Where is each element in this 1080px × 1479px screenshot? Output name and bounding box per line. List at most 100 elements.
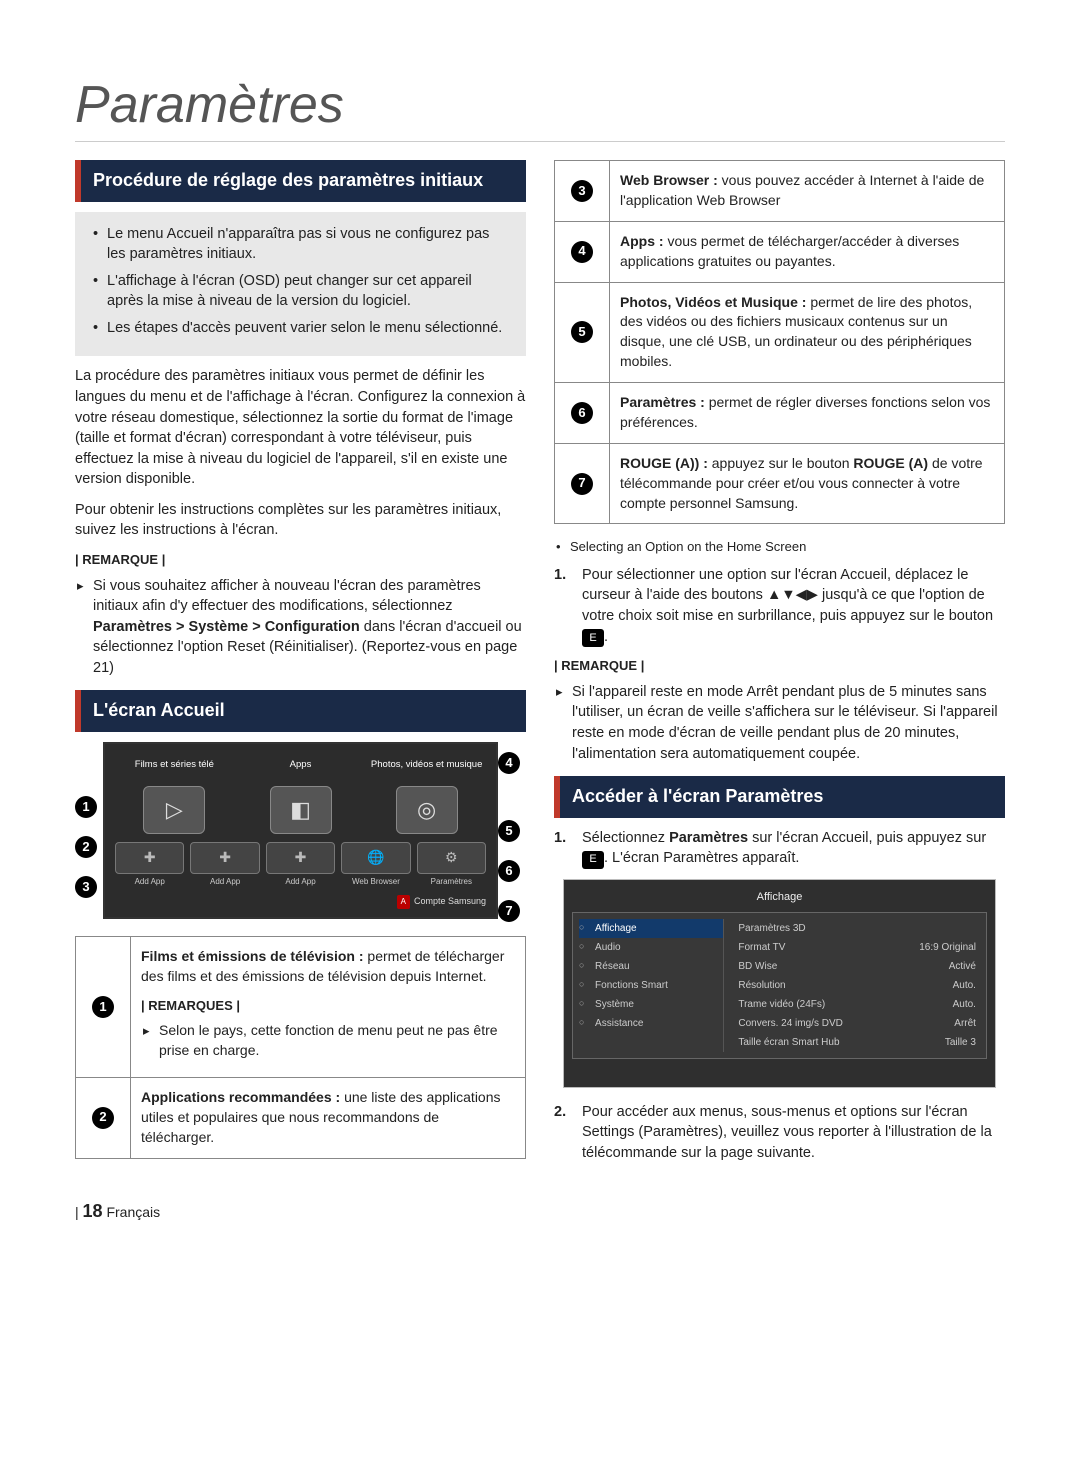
home-bot-cell: ⚙ Paramètres <box>417 842 486 887</box>
samsung-account-hint: A Compte Samsung <box>115 895 486 908</box>
callout-badge-7: 7 <box>571 473 593 495</box>
body-paragraph: Pour obtenir les instructions complètes … <box>75 500 526 541</box>
selecting-list: Selecting an Option on the Home Screen <box>554 538 1005 556</box>
step-item: 1. Pour sélectionner une option sur l'éc… <box>554 565 1005 648</box>
samsung-account-label: Compte Samsung <box>414 896 486 906</box>
right-badges: 4 5 6 7 <box>498 742 526 922</box>
left-column: Procédure de réglage des paramètres init… <box>75 160 526 1173</box>
remark-list: Si l'appareil reste en mode Arrêt pendan… <box>554 682 1005 764</box>
table-row: 3 Web Browser : vous pouvez accéder à In… <box>555 161 1005 222</box>
callout-cell: ROUGE (A)) : appuyez sur le bouton ROUGE… <box>610 443 1005 524</box>
settings-menu-item: Affichage <box>579 919 723 938</box>
opt-label: Convers. 24 img/s DVD <box>738 1016 842 1031</box>
page-number: 18 <box>83 1201 103 1221</box>
footer-lang: Français <box>106 1204 160 1220</box>
step-text: sur l'écran Accueil, puis appuyez sur <box>748 830 986 846</box>
apps-icon: ◧ <box>270 786 332 834</box>
numbered-steps: 1. Pour sélectionner une option sur l'éc… <box>554 565 1005 648</box>
page-footer: | 18 Français <box>75 1201 1005 1222</box>
remark-item: Selon le pays, cette fonction de menu pe… <box>141 1021 515 1061</box>
callout-badge-1: 1 <box>75 796 97 818</box>
settings-title: Affichage <box>572 890 987 906</box>
callout-bold: Paramètres : <box>620 394 709 410</box>
step-item: 2. Pour accéder aux menus, sous-menus et… <box>554 1102 1005 1164</box>
opt-label: Paramètres 3D <box>738 921 805 936</box>
settings-option-row: Format TV 16:9 Original <box>734 938 980 957</box>
settings-option-row: Convers. 24 img/s DVD Arrêt <box>734 1014 980 1033</box>
greybox-item: L'affichage à l'écran (OSD) peut changer… <box>91 271 510 312</box>
callout-bold: Web Browser : <box>620 172 722 188</box>
play-icon: ▷ <box>143 786 205 834</box>
step-text: Pour accéder aux menus, sous-menus et op… <box>582 1102 1005 1164</box>
settings-menu-item: Fonctions Smart <box>579 976 723 995</box>
add-app-icon: ✚ <box>266 842 335 874</box>
callout-num: 4 <box>555 221 610 282</box>
home-screen-diagram: 1 2 3 Films et séries télé ▷ Apps ◧ <box>75 742 526 922</box>
home-bot-cell: 🌐 Web Browser <box>341 842 410 887</box>
home-bot-label: Paramètres <box>417 876 486 887</box>
opt-label: Format TV <box>738 940 785 955</box>
opt-label: Résolution <box>738 978 785 993</box>
settings-menu-item: Système <box>579 995 723 1014</box>
remark-item: Si vous souhaitez afficher à nouveau l'é… <box>75 576 526 679</box>
red-a-key-icon: A <box>397 895 410 908</box>
manual-page: Paramètres Procédure de réglage des para… <box>0 0 1080 1262</box>
callout-num: 5 <box>555 282 610 383</box>
greybox-item: Le menu Accueil n'apparaîtra pas si vous… <box>91 224 510 265</box>
callout-num: 7 <box>555 443 610 524</box>
two-column-layout: Procédure de réglage des paramètres init… <box>75 160 1005 1173</box>
callout-num: 6 <box>555 383 610 444</box>
left-badges: 1 2 3 <box>75 742 103 898</box>
remark-label: | REMARQUE | <box>75 551 526 569</box>
settings-option-row: Taille écran Smart HubTaille 3 <box>734 1033 980 1052</box>
remark-label: | REMARQUES | <box>141 997 515 1015</box>
step-bold: Paramètres <box>669 830 748 846</box>
settings-menu-item: Assistance <box>579 1014 723 1033</box>
home-bot-cell: ✚ Add App <box>115 842 184 887</box>
settings-menu: Affichage Audio Réseau Fonctions Smart S… <box>579 919 724 1052</box>
opt-value: Taille 3 <box>945 1035 976 1050</box>
enter-icon: E <box>582 629 604 647</box>
callout-num: 2 <box>76 1077 131 1158</box>
section-heading-access: Accéder à l'écran Paramètres <box>554 776 1005 818</box>
home-label-apps: Apps <box>241 758 360 780</box>
home-label-photos: Photos, vidéos et musique <box>367 758 486 780</box>
callout-cell: Apps : vous permet de télécharger/accéde… <box>610 221 1005 282</box>
numbered-steps: 2. Pour accéder aux menus, sous-menus et… <box>554 1102 1005 1164</box>
section-heading-home: L'écran Accueil <box>75 690 526 732</box>
callout-badge-5: 5 <box>571 321 593 343</box>
callout-bold: Films et émissions de télévision : <box>141 948 367 964</box>
home-bottom-row: ✚ Add App ✚ Add App ✚ Add App 🌐 <box>115 842 486 887</box>
settings-option-row: Trame vidéo (24Fs)Auto. <box>734 995 980 1014</box>
home-bot-cell: ✚ Add App <box>190 842 259 887</box>
callout-cell: Web Browser : vous pouvez accéder à Inte… <box>610 161 1005 222</box>
numbered-steps: 1. Sélectionnez Paramètres sur l'écran A… <box>554 828 1005 869</box>
opt-value: 16:9 Original <box>919 940 976 955</box>
home-cell-films: Films et séries télé ▷ <box>115 758 234 834</box>
remark-text: Si vous souhaitez afficher à nouveau l'é… <box>93 578 481 615</box>
settings-menu-item: Réseau <box>579 957 723 976</box>
greybox-list: Le menu Accueil n'apparaîtra pas si vous… <box>91 224 510 339</box>
home-bot-label: Add App <box>115 876 184 887</box>
step-number: 1. <box>554 828 572 869</box>
callout-cell: Films et émissions de télévision : perme… <box>131 936 526 1077</box>
callout-badge-4: 4 <box>571 241 593 263</box>
home-bot-label: Add App <box>266 876 335 887</box>
callout-num: 3 <box>555 161 610 222</box>
callout-num: 1 <box>76 936 131 1077</box>
table-row: 6 Paramètres : permet de régler diverses… <box>555 383 1005 444</box>
globe-icon: 🌐 <box>341 842 410 874</box>
home-screen-mock: Films et séries télé ▷ Apps ◧ Photos, vi… <box>103 742 498 919</box>
step-text: Sélectionnez <box>582 830 669 846</box>
note-greybox: Le menu Accueil n'apparaîtra pas si vous… <box>75 212 526 357</box>
remark-label: | REMARQUE | <box>554 657 1005 675</box>
home-bot-cell: ✚ Add App <box>266 842 335 887</box>
home-bot-label: Add App <box>190 876 259 887</box>
callout-badge-2: 2 <box>92 1107 114 1129</box>
settings-options: Paramètres 3D Format TV 16:9 Original BD … <box>734 919 980 1052</box>
step-text: . <box>604 629 608 645</box>
opt-value: Arrêt <box>954 1016 976 1031</box>
settings-inner: Affichage Audio Réseau Fonctions Smart S… <box>572 912 987 1059</box>
opt-label: BD Wise <box>738 959 777 974</box>
callout-text: appuyez sur le bouton <box>712 455 854 471</box>
